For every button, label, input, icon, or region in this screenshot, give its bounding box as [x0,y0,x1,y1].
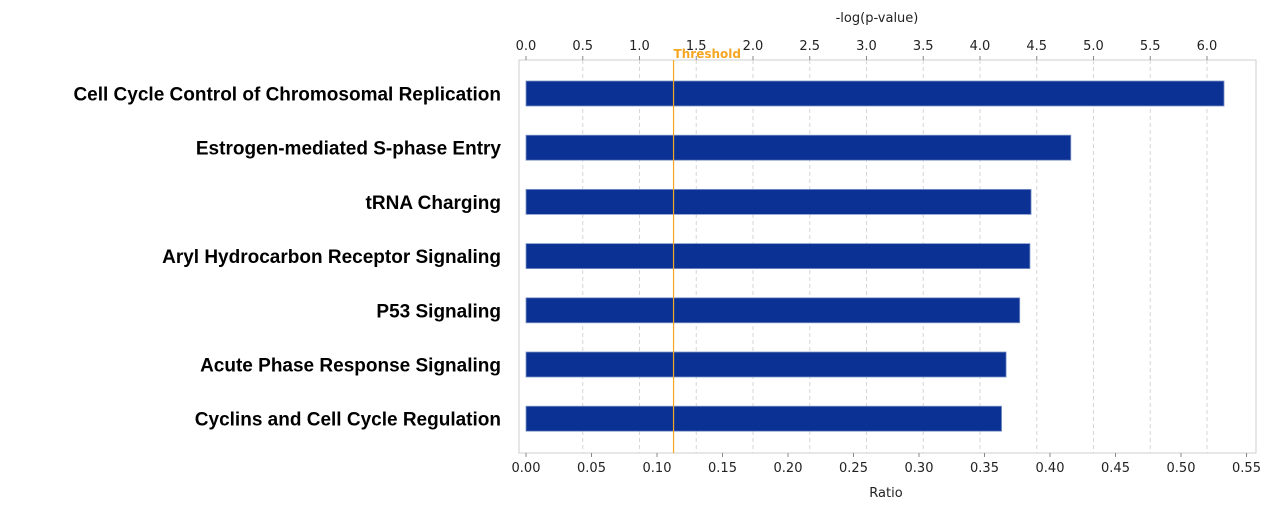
category-label: Cyclins and Cell Cycle Regulation [195,410,501,431]
bar [525,351,1007,378]
category-label: Aryl Hydrocarbon Receptor Signaling [162,247,501,268]
bottom-tick-label: 0.05 [577,461,606,476]
category-labels: Cell Cycle Control of Chromosomal Replic… [73,85,501,431]
top-tick-label: 0.5 [572,39,593,54]
bottom-tick-label: 0.15 [708,461,737,476]
top-tick-label: 3.0 [856,39,877,54]
category-label: Acute Phase Response Signaling [200,356,501,377]
top-tick-label: 2.0 [743,39,764,54]
top-axis-ticks: 0.0 0.5 1.0 1.5 2.0 2.5 3.0 3.5 4.0 4.5 5.0 5.5 6.0 [516,39,1218,60]
top-tick-label: 3.5 [913,39,934,54]
top-tick-label: 5.0 [1083,39,1104,54]
top-tick-label: 1.0 [629,39,650,54]
bar [525,243,1031,270]
bottom-tick-label: 0.35 [970,461,999,476]
bar [525,80,1225,107]
bar-series [525,80,1225,432]
category-label: tRNA Charging [366,193,501,214]
top-tick-label: 2.5 [799,39,820,54]
bottom-tick-label: 0.10 [643,461,672,476]
bottom-tick-label: 0.45 [1101,461,1130,476]
bottom-tick-label: 0.25 [839,461,868,476]
bar [525,188,1032,215]
top-axis-title: -log(p-value) [836,11,919,26]
bar [525,134,1072,161]
bar [525,405,1002,432]
bottom-tick-label: 0.50 [1167,461,1196,476]
bar [525,297,1021,324]
bottom-axis-ticks: 0.00 0.05 0.10 0.15 0.20 0.25 0.30 0.35 0.40 0.45… [512,453,1261,476]
bottom-tick-label: 0.40 [1036,461,1065,476]
bottom-tick-label: 0.20 [774,461,803,476]
bottom-tick-label: 0.30 [905,461,934,476]
bottom-axis-title: Ratio [869,486,902,501]
category-label: Cell Cycle Control of Chromosomal Replic… [73,85,501,106]
category-label: Estrogen-mediated S-phase Entry [196,139,502,160]
top-tick-label: 0.0 [516,39,537,54]
bottom-tick-label: 0.00 [512,461,541,476]
top-tick-label: 4.0 [970,39,991,54]
top-tick-label: 4.5 [1026,39,1047,54]
category-label: P53 Signaling [376,301,501,322]
top-tick-label: 6.0 [1197,39,1218,54]
top-tick-label: 5.5 [1140,39,1161,54]
threshold-label: Threshold [674,47,741,61]
bottom-tick-label: 0.55 [1232,461,1261,476]
top-tick-label: 1.5 [686,39,707,54]
